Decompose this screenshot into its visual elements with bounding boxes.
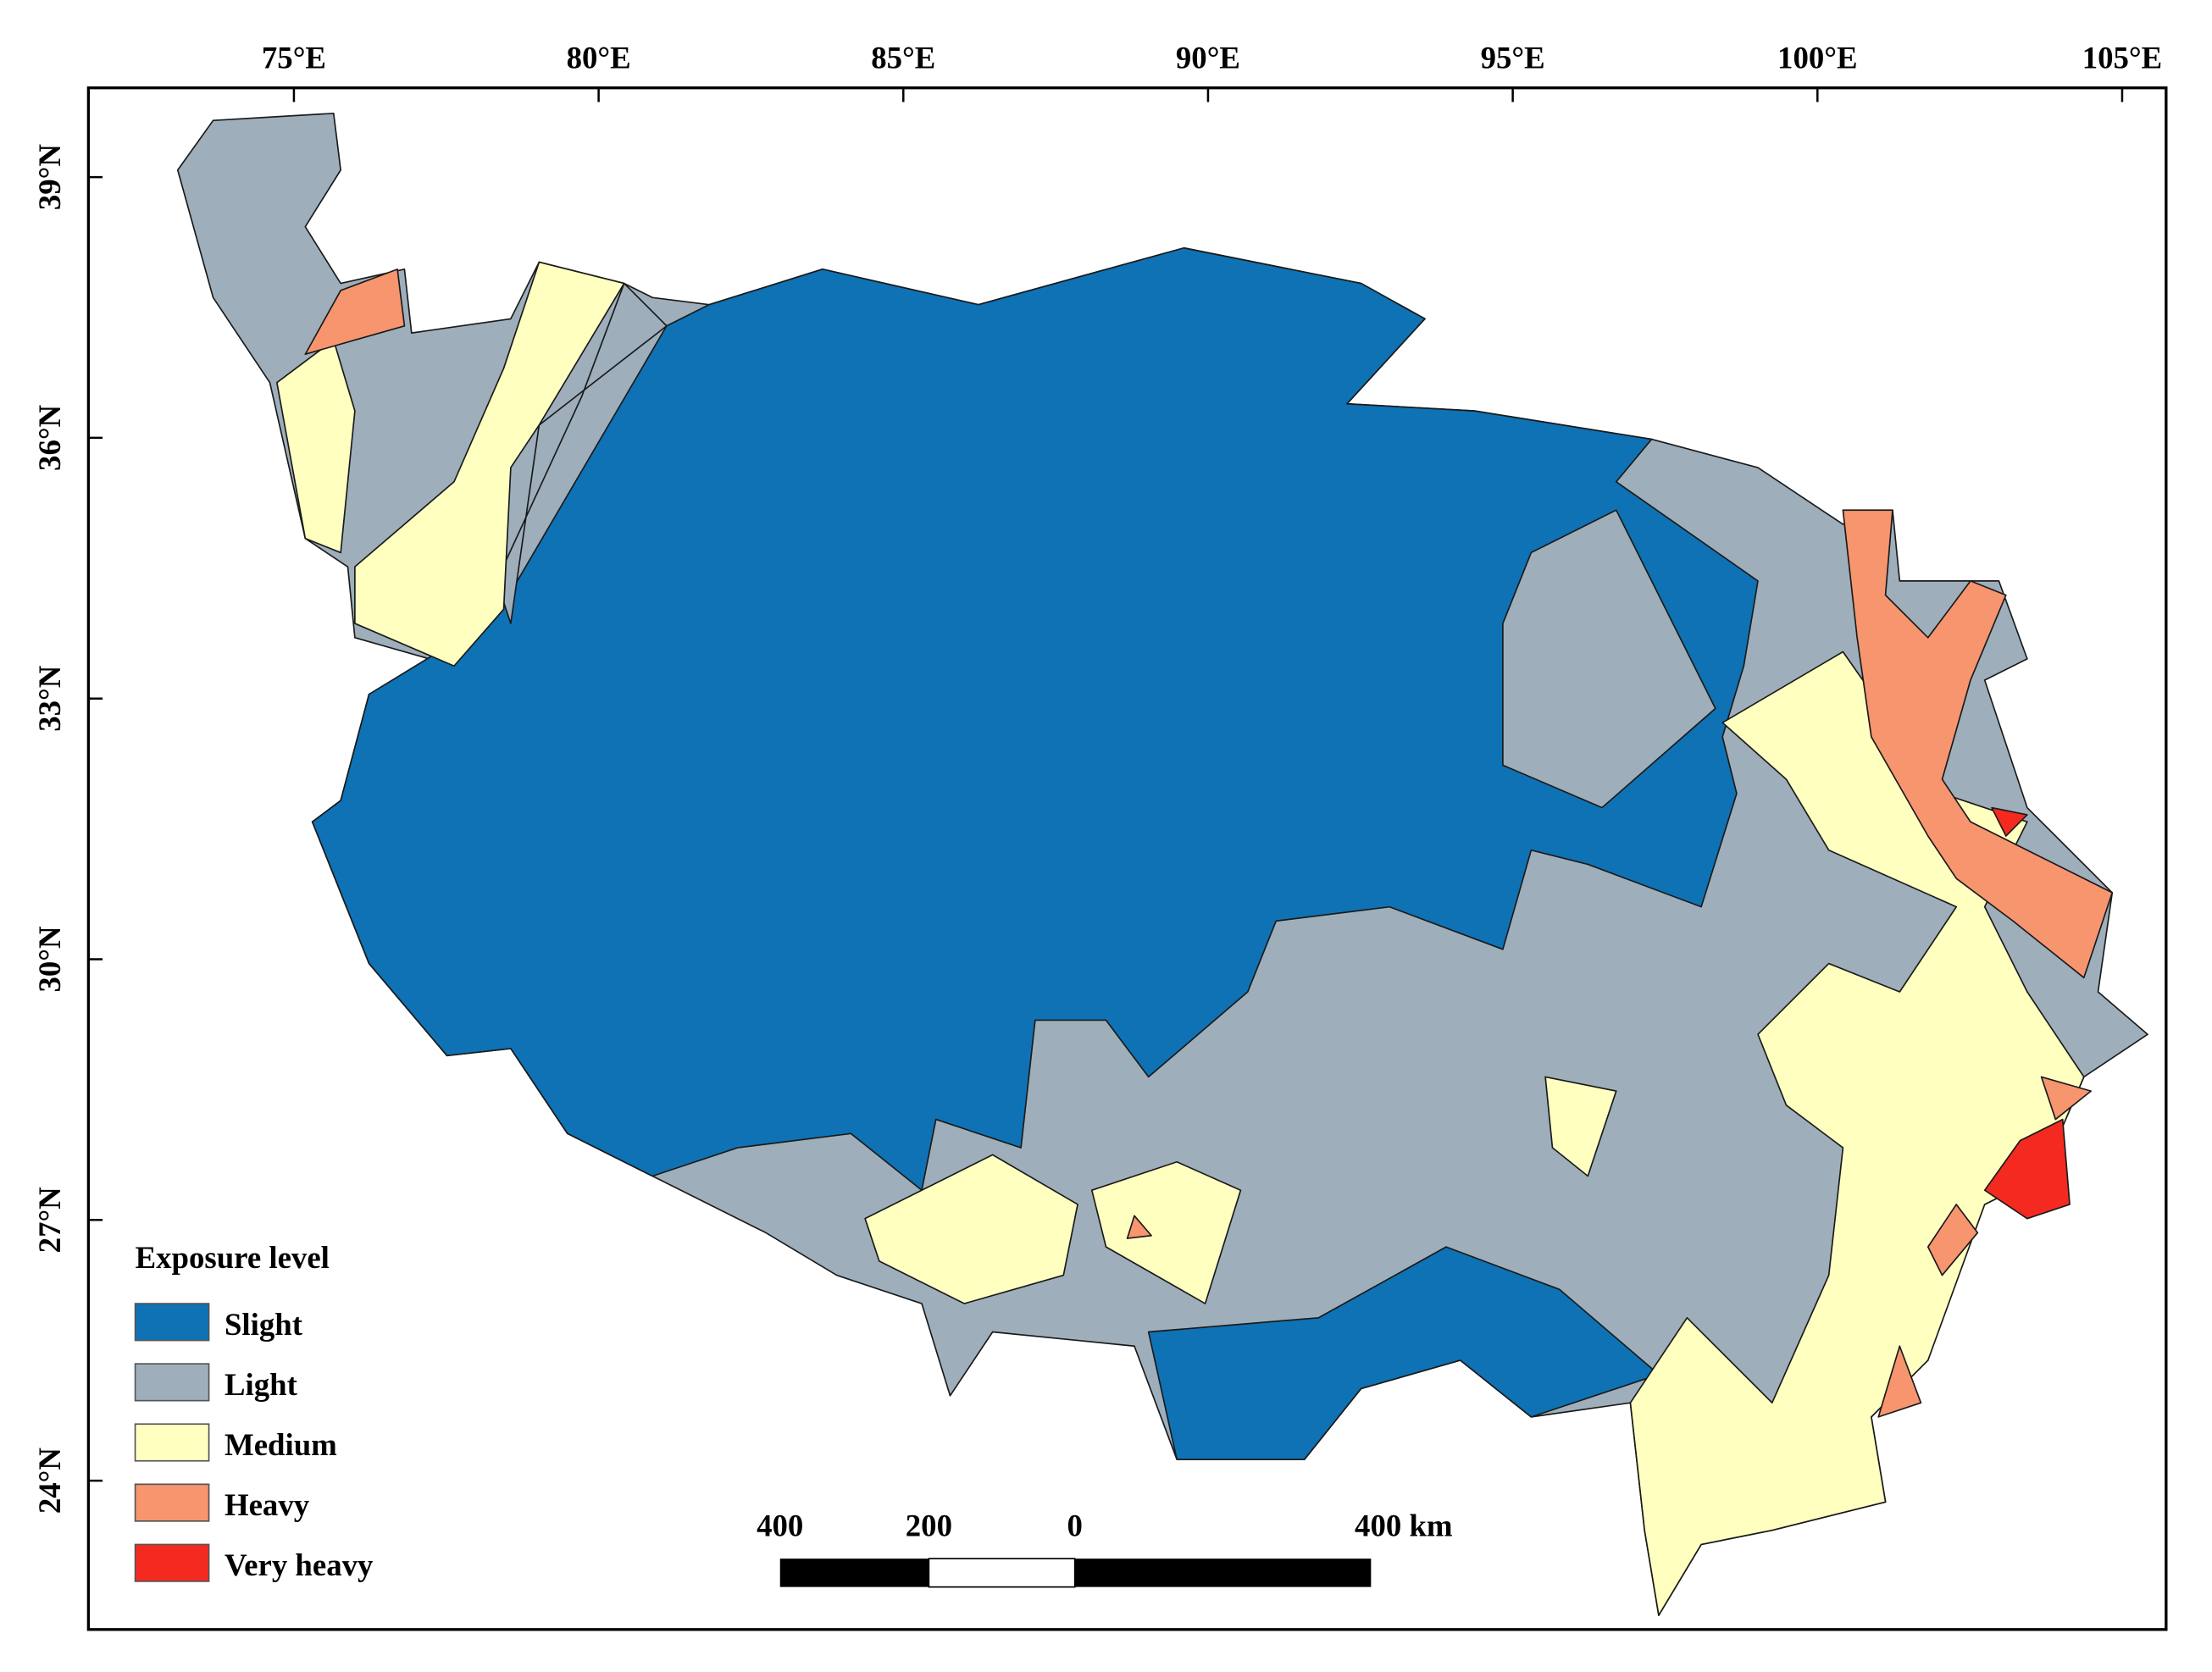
region-medium xyxy=(1629,651,2085,1616)
legend-swatch xyxy=(134,1483,210,1522)
region-heavy xyxy=(304,269,406,356)
lat-tick-label: 33°N xyxy=(32,665,67,732)
lat-tick-label: 36°N xyxy=(32,404,67,471)
region-heavy xyxy=(1842,509,2114,979)
scale-segment xyxy=(1074,1559,1372,1587)
lon-tick-label: 90°E xyxy=(1176,40,1240,75)
legend-swatch xyxy=(134,1423,210,1462)
scale-label: 0 xyxy=(1067,1508,1082,1542)
region-light xyxy=(1502,509,1716,809)
legend-label: Medium xyxy=(225,1427,337,1462)
lon-tick-label: 95°E xyxy=(1481,40,1545,75)
lon-tick-label: 105°E xyxy=(2082,40,2162,75)
legend-swatch xyxy=(134,1303,210,1342)
region-very-heavy xyxy=(1983,1118,2071,1220)
legend-label: Light xyxy=(225,1367,298,1402)
region-medium xyxy=(1544,1076,1617,1177)
scale-segment xyxy=(779,1559,929,1587)
region-heavy xyxy=(1126,1215,1152,1239)
lon-tick-label: 100°E xyxy=(1777,40,1857,75)
lat-tick-label: 30°N xyxy=(32,926,67,993)
region-medium xyxy=(1090,1160,1242,1304)
scale-label: 400 xyxy=(757,1508,803,1542)
lon-tick-label: 85°E xyxy=(871,40,935,75)
region-very-heavy xyxy=(1991,806,2028,837)
scale-segment xyxy=(928,1558,1076,1588)
region-slight xyxy=(311,246,1759,1192)
region-medium xyxy=(354,261,625,667)
legend-title: Exposure level xyxy=(136,1240,330,1275)
region-heavy xyxy=(1926,1204,1979,1276)
legend-label: Very heavy xyxy=(225,1547,374,1582)
legend-swatch xyxy=(134,1543,210,1582)
lat-tick-label: 24°N xyxy=(32,1448,67,1514)
region-heavy xyxy=(2040,1076,2092,1121)
regions xyxy=(176,112,2148,1616)
legend-label: Heavy xyxy=(225,1487,310,1522)
region-medium xyxy=(864,1154,1078,1304)
scale-label: 200 xyxy=(906,1508,952,1542)
lon-tick-label: 75°E xyxy=(262,40,326,75)
region-slight xyxy=(1147,1246,1660,1460)
region-heavy xyxy=(1877,1345,1922,1418)
lon-tick-label: 80°E xyxy=(567,40,631,75)
scale-bar: 400 200 0 400 km xyxy=(757,1508,1453,1588)
legend-swatch xyxy=(134,1363,210,1402)
lat-tick-label: 39°N xyxy=(32,144,67,211)
lat-tick-label: 27°N xyxy=(32,1187,67,1254)
legend: Slight Light Medium Heavy Very heavy xyxy=(134,1303,374,1582)
scale-label: 400 km xyxy=(1355,1508,1453,1542)
legend-label: Slight xyxy=(225,1307,303,1342)
